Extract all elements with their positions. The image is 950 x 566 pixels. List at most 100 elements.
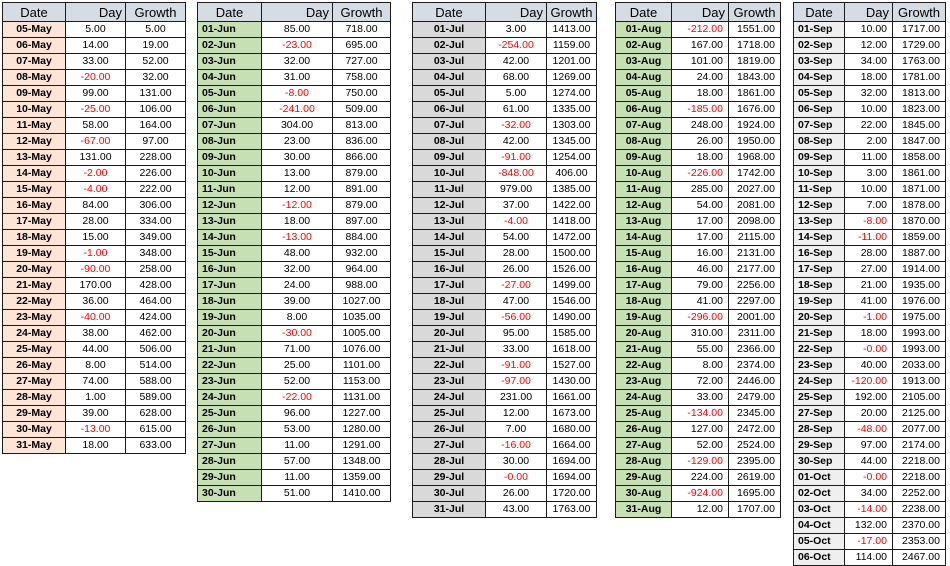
growth-cell[interactable]: 1914.00 — [892, 261, 946, 278]
date-cell[interactable]: 04-Oct — [793, 517, 845, 534]
day-cell[interactable]: 15.00 — [65, 229, 126, 246]
day-cell[interactable]: 46.00 — [671, 261, 729, 278]
day-cell[interactable]: 10.00 — [844, 181, 893, 198]
date-cell[interactable]: 17-Jul — [412, 277, 486, 294]
date-cell[interactable]: 23-Aug — [615, 373, 672, 390]
growth-cell[interactable]: 2311.00 — [728, 325, 781, 342]
growth-cell[interactable]: 424.00 — [125, 309, 186, 326]
date-cell[interactable]: 21-Aug — [615, 341, 672, 358]
growth-cell[interactable]: 2077.00 — [892, 421, 946, 438]
day-cell[interactable]: 43.00 — [485, 501, 547, 518]
day-cell[interactable]: -12.00 — [261, 197, 333, 214]
day-cell[interactable]: 38.00 — [65, 325, 126, 342]
day-cell[interactable]: 131.00 — [65, 149, 126, 166]
date-cell[interactable]: 02-Jul — [412, 37, 486, 54]
growth-cell[interactable]: 1551.00 — [728, 21, 781, 38]
date-cell[interactable]: 14-Aug — [615, 229, 672, 246]
growth-cell[interactable]: 306.00 — [125, 197, 186, 214]
date-cell[interactable]: 11-Sep — [793, 181, 845, 198]
date-cell[interactable]: 19-Jun — [197, 309, 262, 326]
day-cell[interactable]: 13.00 — [261, 165, 333, 182]
day-cell[interactable]: 8.00 — [671, 357, 729, 374]
day-cell[interactable]: -212.00 — [671, 21, 729, 38]
growth-cell[interactable]: 131.00 — [125, 85, 186, 102]
column-header-growth[interactable]: Growth — [332, 2, 391, 22]
growth-cell[interactable]: 1861.00 — [892, 165, 946, 182]
day-cell[interactable]: 12.00 — [844, 37, 893, 54]
day-cell[interactable]: 24.00 — [671, 69, 729, 86]
day-cell[interactable]: 68.00 — [485, 69, 547, 86]
date-cell[interactable]: 08-May — [2, 69, 66, 86]
day-cell[interactable]: -40.00 — [65, 309, 126, 326]
growth-cell[interactable]: 727.00 — [332, 53, 391, 70]
date-cell[interactable]: 05-Jul — [412, 85, 486, 102]
day-cell[interactable]: 3.00 — [844, 165, 893, 182]
day-cell[interactable]: -0.00 — [485, 469, 547, 486]
growth-cell[interactable]: 1871.00 — [892, 181, 946, 198]
growth-cell[interactable]: 1430.00 — [546, 373, 597, 390]
growth-cell[interactable]: 1254.00 — [546, 149, 597, 166]
date-cell[interactable]: 19-Jul — [412, 309, 486, 326]
growth-cell[interactable]: 1718.00 — [728, 37, 781, 54]
column-header-date[interactable]: Date — [412, 2, 486, 22]
growth-cell[interactable]: 2366.00 — [728, 341, 781, 358]
date-cell[interactable]: 14-May — [2, 165, 66, 182]
day-cell[interactable]: -134.00 — [671, 405, 729, 422]
date-cell[interactable]: 03-Sep — [793, 53, 845, 70]
growth-cell[interactable]: 2115.00 — [728, 229, 781, 246]
day-cell[interactable]: 10.00 — [844, 101, 893, 118]
day-cell[interactable]: 74.00 — [65, 373, 126, 390]
date-cell[interactable]: 27-Aug — [615, 437, 672, 454]
date-cell[interactable]: 23-Jul — [412, 373, 486, 390]
growth-cell[interactable]: 1076.00 — [332, 341, 391, 358]
day-cell[interactable]: 8.00 — [65, 357, 126, 374]
date-cell[interactable]: 03-Oct — [793, 501, 845, 518]
growth-cell[interactable]: 1159.00 — [546, 37, 597, 54]
growth-cell[interactable]: 1742.00 — [728, 165, 781, 182]
date-cell[interactable]: 24-Jun — [197, 389, 262, 406]
date-cell[interactable]: 03-Jul — [412, 53, 486, 70]
date-cell[interactable]: 01-Aug — [615, 21, 672, 38]
day-cell[interactable]: -129.00 — [671, 453, 729, 470]
growth-cell[interactable]: 1472.00 — [546, 229, 597, 246]
day-cell[interactable]: 32.00 — [844, 85, 893, 102]
date-cell[interactable]: 23-Jun — [197, 373, 262, 390]
growth-cell[interactable]: 1269.00 — [546, 69, 597, 86]
growth-cell[interactable]: 1993.00 — [892, 341, 946, 358]
day-cell[interactable]: 71.00 — [261, 341, 333, 358]
column-header-date[interactable]: Date — [197, 2, 262, 22]
day-cell[interactable]: 310.00 — [671, 325, 729, 342]
date-cell[interactable]: 02-Oct — [793, 485, 845, 502]
day-cell[interactable]: -120.00 — [844, 373, 893, 390]
day-cell[interactable]: -241.00 — [261, 101, 333, 118]
growth-cell[interactable]: 1413.00 — [546, 21, 597, 38]
day-cell[interactable]: -924.00 — [671, 485, 729, 502]
day-cell[interactable]: 18.00 — [844, 325, 893, 342]
date-cell[interactable]: 07-May — [2, 53, 66, 70]
date-cell[interactable]: 10-Sep — [793, 165, 845, 182]
day-cell[interactable]: 40.00 — [844, 357, 893, 374]
growth-cell[interactable]: 1348.00 — [332, 453, 391, 470]
growth-cell[interactable]: 1993.00 — [892, 325, 946, 342]
day-cell[interactable]: 5.00 — [65, 21, 126, 38]
date-cell[interactable]: 01-Jun — [197, 21, 262, 38]
day-cell[interactable]: 20.00 — [844, 405, 893, 422]
date-cell[interactable]: 06-Aug — [615, 101, 672, 118]
growth-cell[interactable]: 1813.00 — [892, 85, 946, 102]
day-cell[interactable]: 224.00 — [671, 469, 729, 486]
day-cell[interactable]: 12.00 — [485, 405, 547, 422]
date-cell[interactable]: 26-May — [2, 357, 66, 374]
growth-cell[interactable]: 1546.00 — [546, 293, 597, 310]
growth-cell[interactable]: 2125.00 — [892, 405, 946, 422]
date-cell[interactable]: 23-Sep — [793, 357, 845, 374]
growth-cell[interactable]: 228.00 — [125, 149, 186, 166]
day-cell[interactable]: 42.00 — [485, 53, 547, 70]
day-cell[interactable]: -1.00 — [65, 245, 126, 262]
growth-cell[interactable]: 1950.00 — [728, 133, 781, 150]
date-cell[interactable]: 06-Oct — [793, 549, 845, 566]
column-header-day[interactable]: Day — [261, 2, 333, 22]
date-cell[interactable]: 14-Jul — [412, 229, 486, 246]
day-cell[interactable]: -8.00 — [261, 85, 333, 102]
growth-cell[interactable]: 1861.00 — [728, 85, 781, 102]
date-cell[interactable]: 16-May — [2, 197, 66, 214]
